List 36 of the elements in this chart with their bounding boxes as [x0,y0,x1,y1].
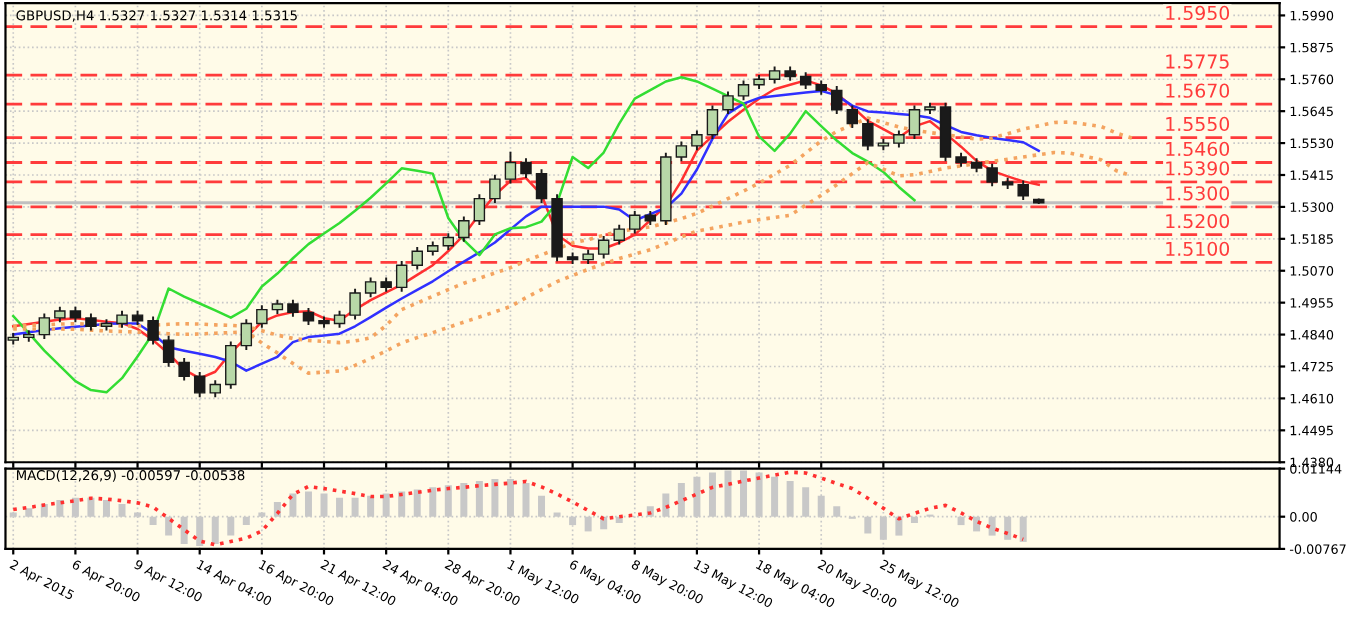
candlestick [193,371,206,398]
candlestick [706,105,719,140]
candlestick [986,163,998,187]
candlestick [349,288,361,320]
candlestick [846,105,859,128]
candlestick [722,91,734,115]
candlestick [504,151,517,184]
candlestick [162,335,175,367]
candlestick [597,235,610,259]
line-series [11,470,1026,547]
ref-line-label: 1.5300 [1166,186,1230,201]
ref-line-label: 1.5550 [1166,116,1230,132]
candlestick [908,105,921,140]
candlestick [473,194,486,226]
candlestick [489,174,501,203]
candlestick [831,86,843,115]
ref-line-label: 1.5460 [1166,141,1230,157]
line-series [12,76,916,394]
ref-line-label: 1.5670 [1166,83,1230,98]
ref-line-label: 1.5100 [1166,241,1230,256]
candlestick [411,247,423,270]
candlestick [240,319,253,350]
candlestick [256,305,268,328]
ref-line-label: 1.5390 [1166,161,1230,176]
ref-line-label: 1.5950 [1166,5,1230,21]
candlestick [178,358,190,381]
candlestick [458,216,470,242]
candlestick [862,119,874,151]
candlestick [225,341,237,389]
ref-line-label: 1.5775 [1166,54,1229,69]
candlestick [147,316,159,345]
candlestick [38,313,51,339]
ref-line-label: 1.5200 [1166,213,1230,229]
candlestick [629,210,641,234]
candlestick [395,260,408,292]
candlestick [535,169,548,203]
